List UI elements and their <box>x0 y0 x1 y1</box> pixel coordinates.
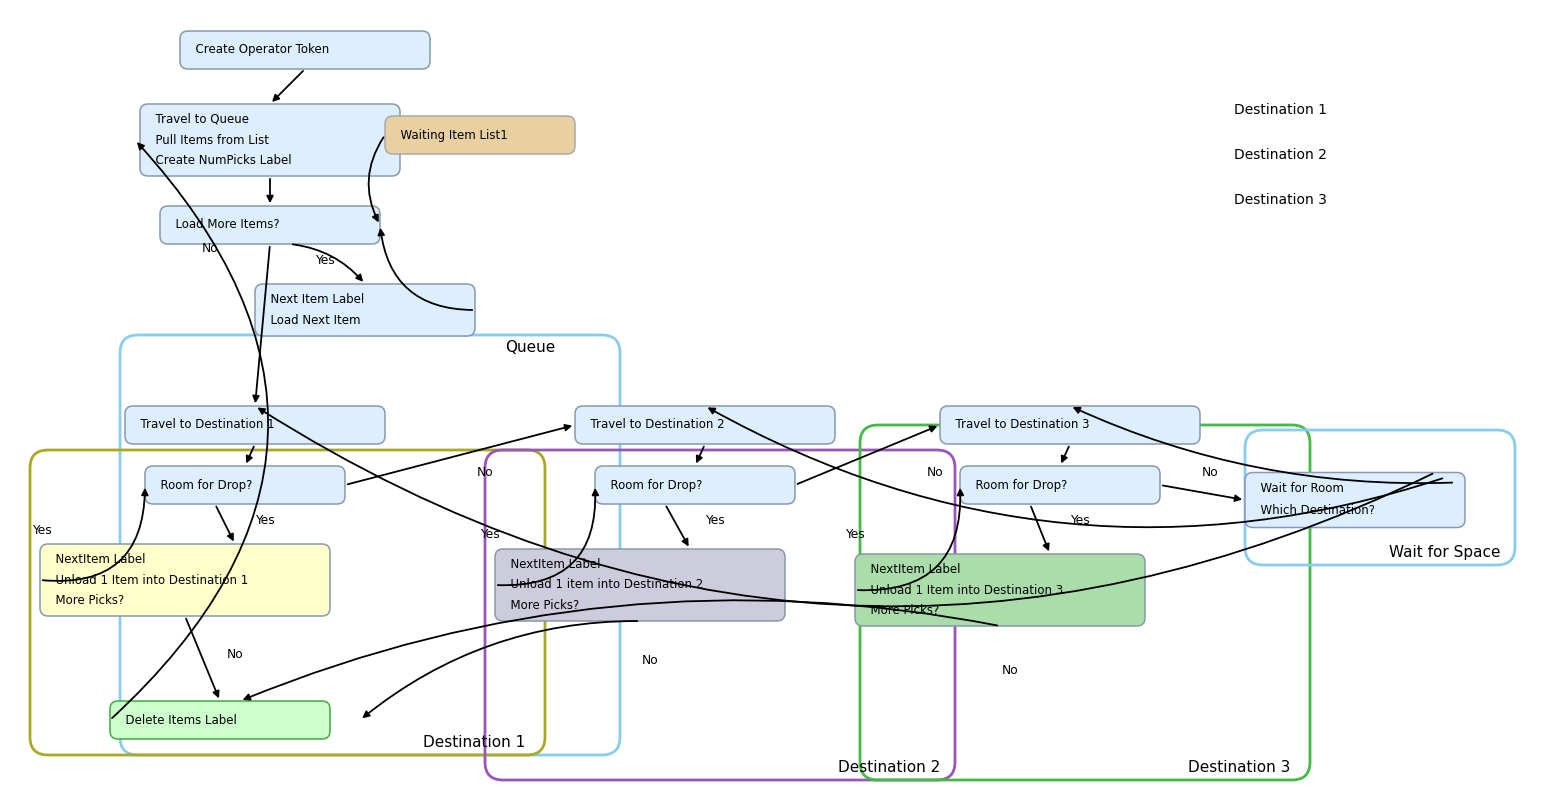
Text: Waiting Item List1: Waiting Item List1 <box>393 129 508 142</box>
FancyBboxPatch shape <box>180 31 430 69</box>
Text: Travel to Destination 3: Travel to Destination 3 <box>947 419 1090 432</box>
Text: Room for Drop?: Room for Drop? <box>154 479 253 492</box>
Text: Yes: Yes <box>705 514 725 526</box>
Text: Yes: Yes <box>480 528 500 542</box>
Text: Yes: Yes <box>255 514 275 526</box>
Text: Wait for Room: Wait for Room <box>1253 483 1343 496</box>
Text: Load More Items?: Load More Items? <box>168 219 280 232</box>
Text: No: No <box>227 649 244 662</box>
Text: Which Destination?: Which Destination? <box>1253 505 1374 518</box>
Text: Yes: Yes <box>33 523 51 536</box>
Text: Travel to Destination 2: Travel to Destination 2 <box>582 419 725 432</box>
FancyBboxPatch shape <box>160 206 380 244</box>
Text: Unload 1 item into Destination 2: Unload 1 item into Destination 2 <box>503 578 704 591</box>
Text: Destination 3: Destination 3 <box>1233 193 1326 207</box>
Text: Yes: Yes <box>845 528 865 542</box>
Text: Queue: Queue <box>505 340 554 355</box>
Text: Destination 2: Destination 2 <box>837 760 940 775</box>
Text: Create Operator Token: Create Operator Token <box>188 44 329 57</box>
Text: NextItem Label: NextItem Label <box>503 558 601 571</box>
FancyBboxPatch shape <box>595 466 795 504</box>
Text: Unload 1 Item into Destination 3: Unload 1 Item into Destination 3 <box>863 583 1064 596</box>
Text: Destination 3: Destination 3 <box>1188 760 1291 775</box>
Text: More Picks?: More Picks? <box>863 604 940 617</box>
FancyBboxPatch shape <box>940 406 1200 444</box>
Text: Destination 1: Destination 1 <box>1233 103 1326 117</box>
Text: Destination 1: Destination 1 <box>422 735 525 750</box>
FancyBboxPatch shape <box>140 104 401 176</box>
Text: No: No <box>1002 663 1019 676</box>
FancyBboxPatch shape <box>1246 472 1464 527</box>
FancyBboxPatch shape <box>856 554 1145 626</box>
Text: Destination 2: Destination 2 <box>1233 148 1326 162</box>
Text: Unload 1 Item into Destination 1: Unload 1 Item into Destination 1 <box>48 573 248 586</box>
Text: Yes: Yes <box>1070 514 1090 526</box>
Text: No: No <box>1202 466 1219 479</box>
FancyBboxPatch shape <box>40 544 329 616</box>
Text: Create NumPicks Label: Create NumPicks Label <box>148 154 292 167</box>
FancyBboxPatch shape <box>385 116 575 154</box>
Text: Yes: Yes <box>315 254 335 266</box>
FancyBboxPatch shape <box>495 549 784 621</box>
FancyBboxPatch shape <box>255 284 475 336</box>
Text: Next Item Label: Next Item Label <box>262 293 365 306</box>
FancyBboxPatch shape <box>124 406 385 444</box>
FancyBboxPatch shape <box>110 701 329 739</box>
Text: More Picks?: More Picks? <box>48 594 124 607</box>
Text: No: No <box>202 241 219 254</box>
Text: Room for Drop?: Room for Drop? <box>968 479 1067 492</box>
Text: No: No <box>927 466 943 479</box>
Text: NextItem Label: NextItem Label <box>863 563 960 576</box>
Text: Travel to Queue: Travel to Queue <box>148 113 248 126</box>
Text: Delete Items Label: Delete Items Label <box>118 714 238 727</box>
Text: Room for Drop?: Room for Drop? <box>603 479 702 492</box>
Text: No: No <box>477 466 494 479</box>
Text: No: No <box>641 654 658 667</box>
FancyBboxPatch shape <box>575 406 836 444</box>
Text: NextItem Label: NextItem Label <box>48 553 146 566</box>
Text: Travel to Destination 1: Travel to Destination 1 <box>134 419 275 432</box>
FancyBboxPatch shape <box>144 466 345 504</box>
Text: More Picks?: More Picks? <box>503 599 579 612</box>
Text: Load Next Item: Load Next Item <box>262 314 360 327</box>
Text: Pull Items from List: Pull Items from List <box>148 134 269 147</box>
Text: Wait for Space: Wait for Space <box>1388 545 1500 560</box>
FancyBboxPatch shape <box>960 466 1160 504</box>
